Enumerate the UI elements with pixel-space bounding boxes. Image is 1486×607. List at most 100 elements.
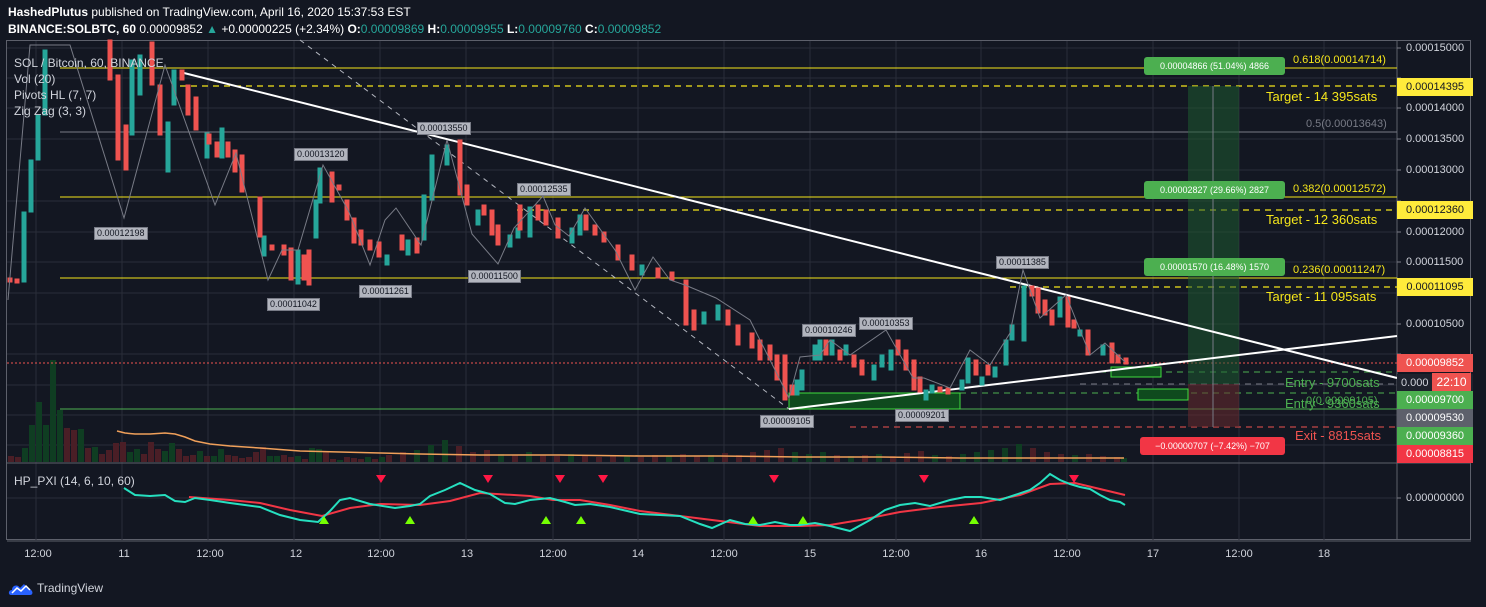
close-label: C: [585, 22, 598, 36]
target-label[interactable]: Target - 14 395sats [1266, 89, 1378, 104]
sell-signal-icon [376, 475, 386, 483]
time-tick: 12:00 [882, 548, 910, 560]
ascending-trendline[interactable] [788, 335, 1398, 410]
high-value: 0.00009955 [440, 22, 504, 36]
tradingview-logo[interactable]: TradingView [8, 580, 103, 596]
open-label: O: [347, 22, 361, 36]
publish-text: published on TradingView.com, April 16, … [91, 5, 411, 19]
price-change: +0.00000225 (+2.34%) [221, 22, 345, 36]
time-tick: 12:00 [710, 548, 738, 560]
sell-signal-icon [483, 475, 493, 483]
sell-signals [376, 475, 1079, 483]
sell-signal-icon [919, 475, 929, 483]
pivot-label: 0.00009105 [760, 415, 814, 428]
sell-signal-icon [1069, 475, 1079, 483]
price-tick: 0.00011500 [1406, 256, 1464, 268]
fib-label-0[interactable]: 0(0.00009105) [1306, 395, 1378, 407]
zigzag-line [7, 44, 1126, 400]
buy-signal-icon [319, 516, 329, 524]
pxi-line [123, 472, 1126, 533]
symbol-info-bar: BINANCE:SOLBTC, 60 0.00009852 ▲ +0.00000… [8, 22, 661, 36]
tradingview-cloud-icon [8, 584, 33, 595]
low-value: 0.00009760 [518, 22, 582, 36]
target-label[interactable]: Target - 12 360sats [1266, 212, 1378, 227]
target-price-tag: 0.00012360 [1397, 201, 1473, 219]
volume-bars [8, 360, 1127, 462]
pivot-label: 0.00013550 [417, 122, 471, 135]
entry-box-2[interactable] [1137, 388, 1189, 401]
time-tick: 15 [803, 548, 817, 560]
price-tick: 0.00010500 [1406, 318, 1465, 330]
time-tick: 12:00 [539, 548, 567, 560]
sell-signal-icon [555, 475, 565, 483]
measure-pill: 0.00001570 (16.48%) 1570 [1144, 258, 1285, 276]
time-tick: 12:00 [1225, 548, 1253, 560]
pivot-label: 0.00012198 [94, 227, 148, 240]
target-price-tag: 0.00011095 [1397, 278, 1473, 296]
price-tick: 0.00012000 [1406, 226, 1465, 238]
pivot-label: 0.00011042 [267, 298, 320, 311]
price-tick: 0.00015000 [1406, 42, 1465, 54]
measure-pill-loss: −0.00000707 (−7.42%) −707 [1140, 437, 1285, 455]
entry-label[interactable]: Entry - 9700sats [1285, 375, 1380, 390]
pivot-label: 0.00011385 [996, 256, 1049, 269]
buy-signal-icon [576, 516, 586, 524]
target-label[interactable]: Target - 11 095sats [1266, 289, 1377, 304]
pivot-label: 0.00010353 [859, 317, 913, 330]
measure-pill: 0.00004866 (51.04%) 4866 [1144, 57, 1285, 75]
price-tick: 0.00013500 [1406, 133, 1465, 145]
descending-trendline[interactable] [179, 71, 1398, 379]
legend-pivots[interactable]: Pivots HL (7, 7) [14, 88, 97, 102]
entry-price-tag: 0.00009360 [1397, 427, 1473, 445]
buy-signal-icon [969, 516, 979, 524]
fib-label-05[interactable]: 0.5(0.00013643) [1306, 118, 1387, 130]
price-tick: 0.00013000 [1406, 164, 1465, 176]
buy-signal-icon [405, 516, 415, 524]
high-label: H: [427, 22, 441, 36]
fib-label-0618[interactable]: 0.618(0.00014714) [1293, 54, 1386, 66]
legend-zigzag[interactable]: Zig Zag (3, 3) [14, 104, 87, 118]
pivot-label: 0.00011500 [468, 270, 521, 283]
exit-label[interactable]: Exit - 8815sats [1295, 428, 1381, 443]
last-price-tag: 0.00009852 [1397, 354, 1473, 372]
pivot-label: 0.00009201 [895, 409, 949, 422]
buy-signals [319, 516, 979, 524]
pivot-label: 0.00013120 [294, 148, 348, 161]
measure-pill: 0.00002827 (29.66%) 2827 [1144, 181, 1285, 199]
up-arrow-icon: ▲ [206, 22, 218, 36]
time-tick: 11 [118, 548, 130, 560]
pivot-label: 0.00012535 [517, 183, 571, 196]
pxi-zero-tick: 0.00000000 [1406, 492, 1465, 504]
price-tick: 0.00014000 [1406, 102, 1465, 114]
legend-volume[interactable]: Vol (20) [14, 72, 56, 86]
fib-label-0382[interactable]: 0.382(0.00012572) [1293, 183, 1386, 195]
exit-price-tag: 0.00008815 [1397, 445, 1473, 463]
time-tick: 17 [1146, 548, 1160, 560]
buy-signal-icon [541, 516, 551, 524]
publisher-name[interactable]: HashedPlutus [8, 5, 89, 19]
accumulation-zone[interactable] [788, 392, 961, 410]
close-value: 0.00009852 [597, 22, 662, 36]
time-tick: 13 [460, 548, 474, 560]
bar-countdown: 22:10 [1432, 373, 1471, 391]
sell-signal-icon [769, 475, 779, 483]
time-tick: 12:00 [24, 548, 52, 560]
entry-label[interactable]: Entry - 9360sats [1285, 396, 1380, 411]
target-price-tag: 0.00014395 [1397, 78, 1473, 96]
symbol-label: BINANCE:SOLBTC, 60 [8, 22, 137, 36]
fib-label-0236[interactable]: 0.236(0.00011247) [1293, 264, 1386, 276]
entry-price-tag: 0.00009700 [1397, 391, 1473, 409]
pivot-label: 0.00011261 [359, 285, 412, 298]
legend-symbol[interactable]: SOL / Bitcoin, 60, BINANCE [14, 56, 164, 70]
time-tick: 12 [289, 548, 303, 560]
time-tick: 16 [974, 548, 988, 560]
buy-signal-icon [748, 516, 758, 524]
time-tick: 14 [631, 548, 645, 560]
pivot-label: 0.00010246 [802, 324, 856, 337]
avg-entry-price-tag: 0.00009530 [1397, 409, 1473, 427]
pxi-legend[interactable]: HP_PXI (14, 6, 10, 60) [14, 474, 135, 488]
volume-ma-line [116, 430, 1124, 459]
low-label: L: [506, 22, 519, 36]
channel-dashed-line[interactable] [299, 39, 790, 410]
